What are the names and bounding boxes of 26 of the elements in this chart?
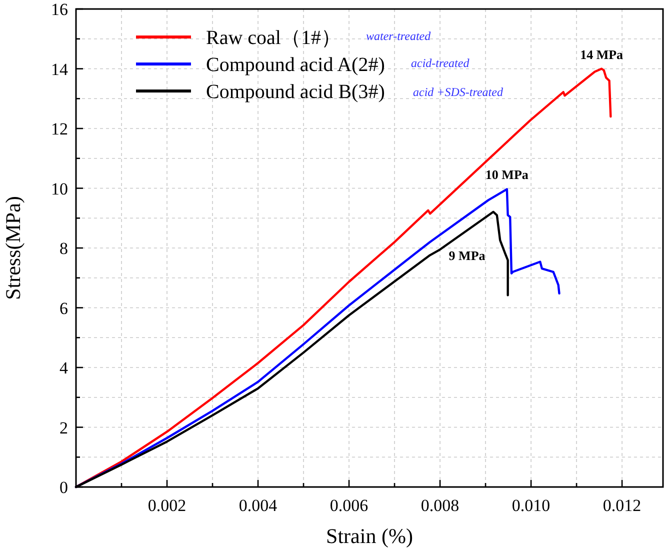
y-tick-label: 10 (51, 179, 68, 198)
y-tick-label: 2 (60, 418, 68, 438)
x-axis-title: Strain (%) (326, 524, 413, 548)
annotation: 9 MPa (448, 248, 486, 263)
y-tick-label: 16 (51, 0, 68, 19)
annotation: water-treated (366, 29, 432, 43)
y-tick-label: 12 (51, 120, 68, 138)
annotation: 14 MPa (580, 46, 624, 62)
x-tick-label: 0.002 (148, 496, 186, 515)
x-tick-label: 0.008 (420, 496, 460, 515)
y-axis-title: Stress(MPa) (1, 196, 25, 300)
x-tick-label: 0.010 (512, 496, 550, 515)
y-tick-label: 8 (60, 239, 68, 258)
y-tick-label: 14 (51, 60, 68, 79)
annotation: acid +SDS-treated (413, 85, 504, 99)
legend-label: Compound acid A(2#) (206, 54, 385, 76)
legend-label: Compound acid B(3#) (206, 81, 385, 103)
x-tick-label: 0.004 (238, 496, 278, 515)
x-tick-label: 0.006 (330, 496, 368, 515)
annotation: acid-treated (411, 56, 470, 70)
x-tick-label: 0.012 (602, 496, 642, 515)
annotation: 10 MPa (485, 167, 529, 182)
y-tick-label: 6 (60, 298, 68, 318)
y-tick-label: 4 (60, 358, 68, 378)
legend-label: Raw coal（1#） (206, 27, 341, 49)
y-tick-label: 0 (60, 478, 68, 497)
